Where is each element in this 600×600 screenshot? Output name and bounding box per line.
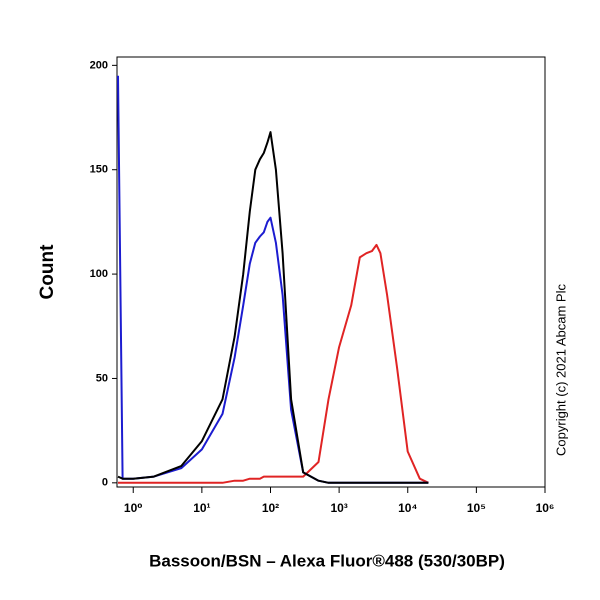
x-tick-label: 10¹ bbox=[193, 501, 210, 515]
y-axis-label: Count bbox=[37, 244, 58, 300]
x-tick-label: 10⁰ bbox=[124, 501, 143, 515]
y-tick-label: 100 bbox=[90, 268, 108, 280]
y-tick-label: 200 bbox=[90, 59, 108, 71]
x-tick-label: 10² bbox=[262, 501, 279, 515]
histogram-line bbox=[117, 131, 429, 484]
x-tick-label: 10³ bbox=[330, 501, 347, 515]
y-tick-label: 50 bbox=[96, 372, 108, 384]
x-tick-label: 10⁴ bbox=[398, 501, 417, 515]
plot-frame bbox=[116, 56, 546, 488]
x-tick-label: 10⁶ bbox=[536, 501, 555, 515]
histogram-line bbox=[117, 75, 429, 484]
copyright: Copyright (c) 2021 Abcam Plc bbox=[553, 284, 568, 456]
x-axis-label: Bassoon/BSN – Alexa Fluor®488 (530/30BP) bbox=[149, 551, 505, 570]
y-tick-label: 0 bbox=[102, 477, 108, 489]
y-tick-label: 150 bbox=[90, 164, 108, 176]
x-tick-label: 10⁵ bbox=[467, 501, 486, 515]
histogram-line bbox=[118, 243, 429, 484]
